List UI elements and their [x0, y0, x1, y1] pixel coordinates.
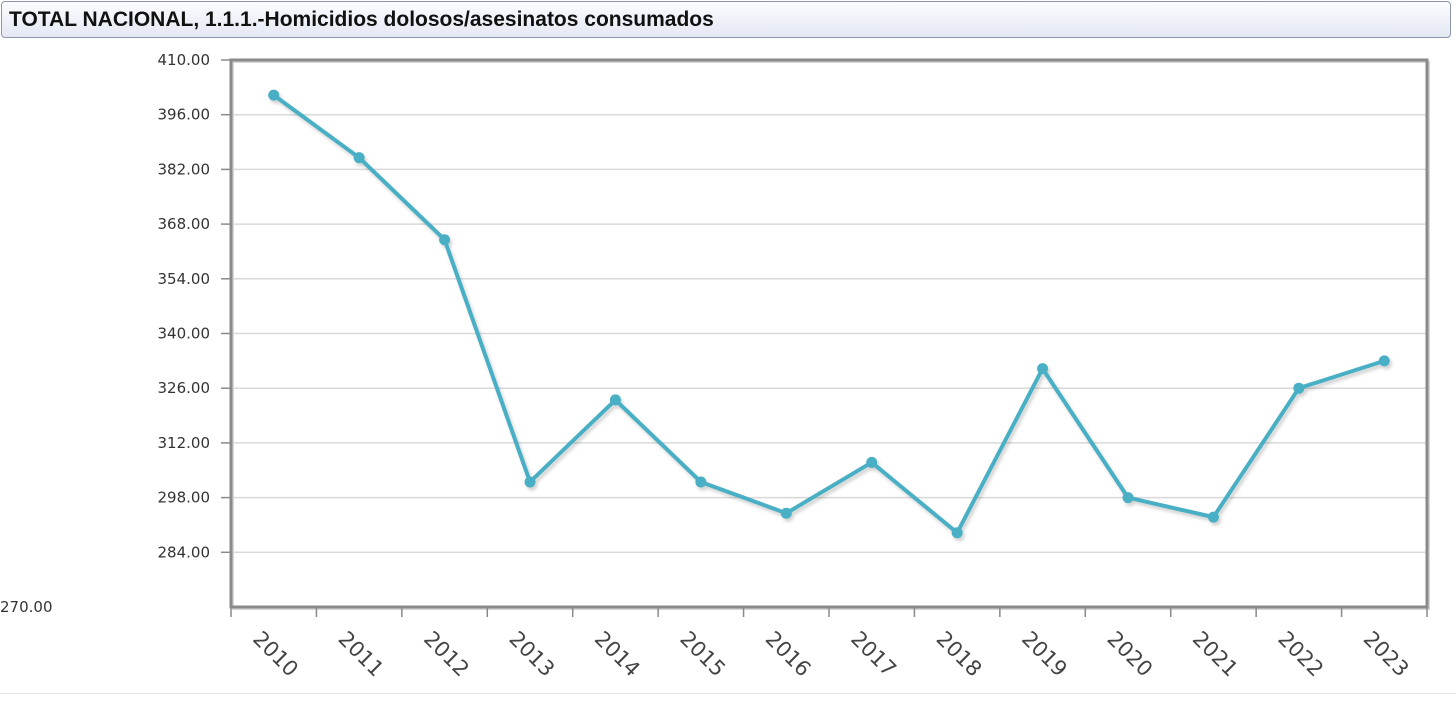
y-tick-label: 312.00: [158, 434, 211, 452]
chart-title: TOTAL NACIONAL, 1.1.1.-Homicidios doloso…: [9, 8, 714, 31]
data-point-2017[interactable]: [866, 456, 878, 468]
x-tick-label: 2014: [590, 627, 645, 682]
y-tick-label: 326.00: [158, 379, 211, 397]
data-point-2010[interactable]: [268, 89, 280, 101]
data-point-2019[interactable]: [1037, 363, 1049, 375]
data-point-2012[interactable]: [439, 234, 451, 246]
data-point-2011[interactable]: [353, 152, 365, 164]
y-tick-label: 368.00: [158, 215, 211, 233]
data-point-2022[interactable]: [1293, 382, 1305, 394]
x-tick-label: 2021: [1188, 627, 1243, 682]
x-tick-label: 2016: [761, 627, 816, 682]
x-tick-label: 2020: [1102, 627, 1157, 682]
y-tick-label: 382.00: [158, 160, 211, 178]
x-tick-label: 2011: [334, 627, 389, 682]
x-tick-label: 2022: [1273, 627, 1328, 682]
x-tick-label: 2012: [419, 627, 474, 682]
x-tick-label: 2023: [1359, 627, 1414, 682]
y-tick-label: 410.00: [158, 51, 211, 69]
x-tick-label: 2013: [504, 627, 559, 682]
data-point-2020[interactable]: [1122, 492, 1134, 504]
y-tick-label: 340.00: [158, 325, 211, 343]
plot-frame: [229, 58, 1430, 610]
y-axis-ticks: 410.00 396.00 382.00 368.00 354.00 340.00 326.…: [0, 51, 231, 616]
x-tick-label: 2010: [248, 627, 303, 682]
data-point-2014[interactable]: [609, 394, 621, 406]
y-tick-label: 354.00: [158, 270, 211, 288]
data-point-2023[interactable]: [1378, 355, 1390, 367]
data-point-2013[interactable]: [524, 476, 536, 488]
data-point-2018[interactable]: [951, 527, 963, 539]
data-point-2015[interactable]: [695, 476, 707, 488]
y-tick-label: 270.00: [0, 598, 53, 616]
y-tick-label: 396.00: [158, 106, 211, 124]
x-tick-label: 2017: [846, 627, 901, 682]
data-point-2021[interactable]: [1207, 511, 1219, 523]
x-tick-label: 2019: [1017, 627, 1072, 682]
x-axis-ticks: 2010 2011 2012 2013 2014 2015 2016 2017 2018 2019…: [230, 607, 1428, 682]
series-line-layer: [268, 89, 1390, 539]
y-tick-label: 298.00: [158, 489, 211, 507]
chart-title-bar: TOTAL NACIONAL, 1.1.1.-Homicidios doloso…: [1, 1, 1451, 38]
bottom-divider: [0, 693, 1456, 694]
y-tick-label: 284.00: [158, 543, 211, 561]
x-tick-label: 2015: [675, 627, 730, 682]
data-point-2016[interactable]: [780, 507, 792, 519]
plot-frame-shadow: [232, 61, 1430, 610]
series-line: [271, 93, 1387, 535]
x-tick-label: 2018: [932, 627, 987, 682]
